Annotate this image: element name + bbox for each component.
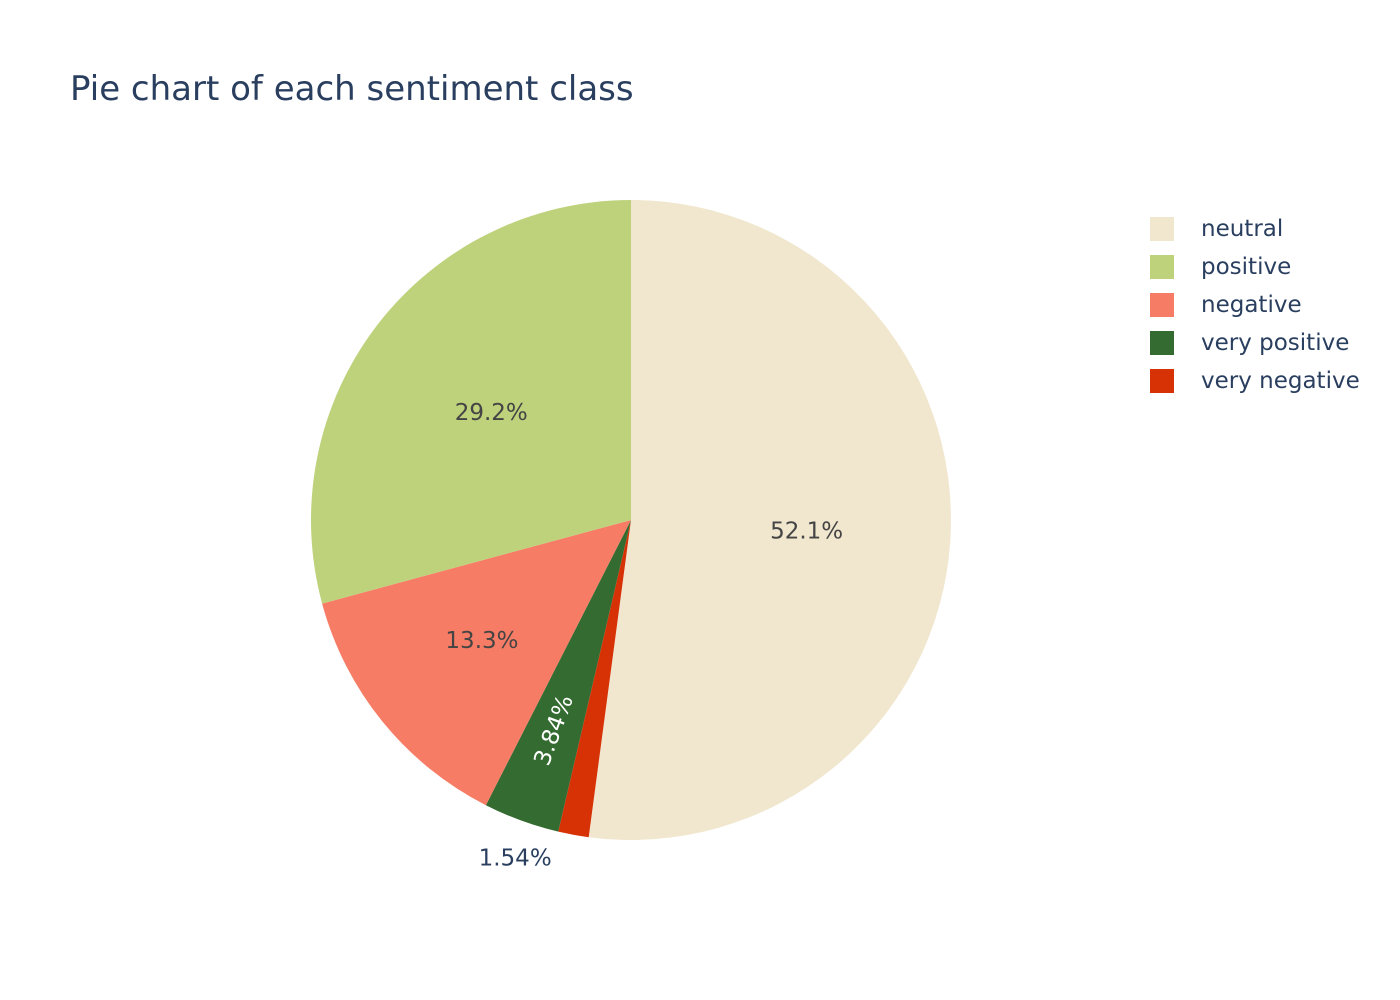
legend-label-very-negative: very negative xyxy=(1201,368,1360,394)
legend-label-neutral: neutral xyxy=(1201,216,1283,242)
legend-item-negative[interactable]: negative xyxy=(1150,292,1302,318)
slice-label-positive: 29.2% xyxy=(455,400,528,426)
legend-item-very-positive[interactable]: very positive xyxy=(1150,330,1349,356)
pie-slice-very-negative[interactable] xyxy=(558,520,631,838)
legend-swatch-very-negative xyxy=(1150,369,1174,393)
chart-title: Pie chart of each sentiment class xyxy=(70,69,634,109)
slice-label-neutral: 52.1% xyxy=(770,519,843,545)
legend-swatch-very-positive xyxy=(1150,331,1174,355)
pie-slice-negative[interactable] xyxy=(322,520,631,806)
legend-item-positive[interactable]: positive xyxy=(1150,254,1291,280)
pie-slice-positive[interactable] xyxy=(310,199,631,604)
pie-slice-very-positive[interactable] xyxy=(485,520,631,832)
legend-label-very-positive: very positive xyxy=(1201,330,1349,356)
legend[interactable]: neutral positive negative very positive very… xyxy=(1150,216,1360,394)
legend-item-very-negative[interactable]: very negative xyxy=(1150,368,1360,394)
slice-label-negative: 13.3% xyxy=(445,628,518,654)
legend-swatch-positive xyxy=(1150,255,1174,279)
pie-slices xyxy=(310,199,952,841)
slice-label-very-negative: 1.54% xyxy=(479,845,552,871)
legend-label-negative: negative xyxy=(1201,292,1302,318)
legend-swatch-negative xyxy=(1150,293,1174,317)
legend-swatch-neutral xyxy=(1150,217,1174,241)
legend-label-positive: positive xyxy=(1201,254,1291,280)
legend-item-neutral[interactable]: neutral xyxy=(1150,216,1283,242)
pie-slice-neutral[interactable] xyxy=(588,200,952,841)
